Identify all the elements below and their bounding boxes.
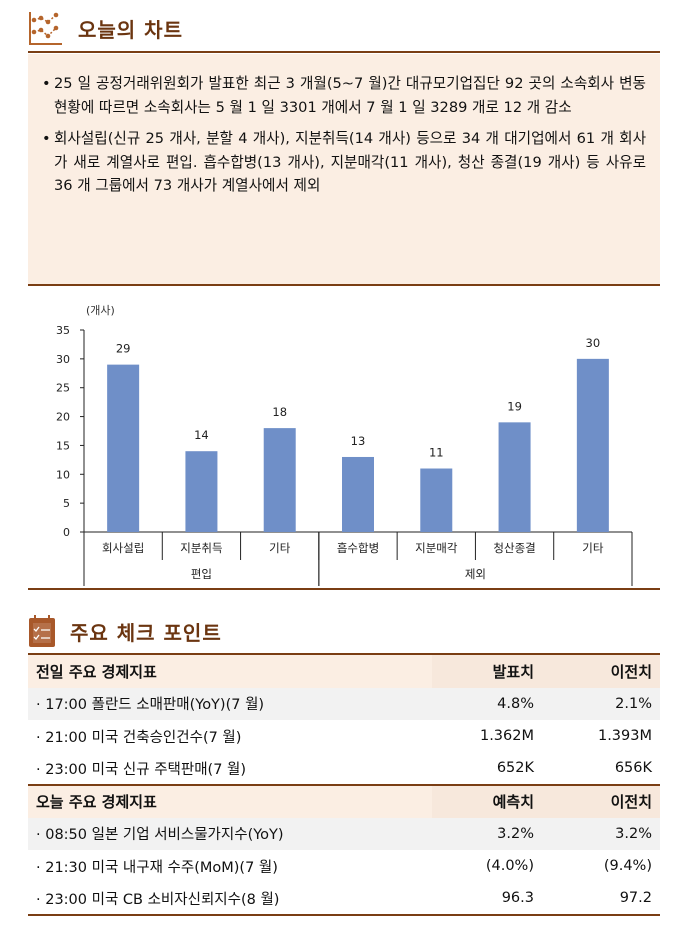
divider [28, 51, 660, 53]
x-tick-label: 기타 [582, 541, 604, 555]
bar [185, 451, 218, 532]
table-row: · 23:00 미국 신규 주택판매(7 월) 652K 656K [36, 760, 652, 778]
y-tick-label: 0 [63, 526, 70, 539]
checklist-icon [29, 615, 55, 647]
table-header: 전일 주요 경제지표 발표치 이전치 [28, 655, 660, 688]
table-row: · 21:30 미국 내구재 수주(MoM)(7 월) (4.0%) (9.4%) [36, 858, 652, 876]
bullet-text: 회사설립(신규 25 개사, 분할 4 개사), 지분취득(14 개사) 등으로… [54, 130, 646, 194]
data-label: 14 [194, 428, 209, 442]
table-row: · 08:50 일본 기업 서비스물가지수(YoY) 3.2% 3.2% [28, 817, 660, 850]
bullet-item: • 회사설립(신규 25 개사, 분할 4 개사), 지분취득(14 개사) 등으… [42, 127, 646, 198]
bar [576, 358, 609, 532]
bullet-text: 25 일 공정거래위원회가 발표한 최근 3 개월(5~7 월)간 대규모기업집… [54, 75, 646, 116]
table-row: · 17:00 폴란드 소매판매(YoY)(7 월) 4.8% 2.1% [28, 687, 660, 720]
y-tick-label: 30 [56, 353, 70, 366]
x-tick-label: 청산종결 [493, 541, 535, 555]
y-tick-label: 35 [56, 324, 70, 337]
summary-box: • 25 일 공정거래위원회가 발표한 최근 3 개월(5~7 월)간 대규모기업… [28, 54, 660, 286]
x-tick-label: 지분취득 [180, 541, 222, 555]
bar [263, 428, 296, 532]
data-label: 19 [507, 399, 522, 413]
table-header: 오늘 주요 경제지표 예측치 이전치 [28, 784, 660, 818]
indicator-table: 전일 주요 경제지표 발표치 이전치 · 17:00 폴란드 소매판매(YoY)… [28, 655, 660, 916]
bar [342, 456, 374, 532]
section-header-todays-chart: 오늘의 차트 [28, 10, 183, 46]
table-row: · 21:00 미국 건축승인건수(7 월) 1.362M 1.393M [36, 728, 652, 746]
chart-svg: (개사) 0 5 10 15 20 25 30 35 29 회사설립 14 지분취득 18 기타 13 흡수합병… [56, 304, 633, 586]
bar [498, 422, 531, 532]
x-tick-label: 기타 [269, 541, 291, 555]
bar [420, 468, 453, 532]
section-header-check-points: 주요 체크 포인트 [28, 614, 222, 648]
data-label: 18 [272, 405, 287, 419]
y-axis-unit: (개사) [86, 304, 115, 317]
data-label: 11 [429, 446, 444, 460]
table-row: · 23:00 미국 CB 소비자신뢰지수(8 월) 96.3 97.2 [36, 890, 652, 908]
x-tick-label: 회사설립 [102, 541, 144, 555]
data-label: 30 [586, 336, 601, 350]
line-chart-icon [29, 12, 62, 45]
section-title: 오늘의 차트 [78, 17, 183, 42]
section-title: 주요 체크 포인트 [70, 620, 222, 645]
y-tick-label: 5 [63, 497, 70, 510]
x-tick-label: 지분매각 [415, 541, 458, 555]
group-label: 편입 [191, 567, 212, 581]
bar-chart: (개사) 0 5 10 15 20 25 30 35 29 회사설립 14 지분취득 18 기타 13 흡수합병… [28, 290, 660, 590]
bar [107, 364, 140, 532]
y-tick-label: 10 [56, 468, 70, 481]
y-tick-label: 15 [56, 439, 70, 452]
data-label: 13 [351, 434, 366, 448]
bullet-item: • 25 일 공정거래위원회가 발표한 최근 3 개월(5~7 월)간 대규모기업… [42, 72, 646, 119]
y-tick-label: 25 [56, 382, 70, 395]
y-tick-label: 20 [56, 411, 70, 424]
divider [28, 653, 660, 655]
data-label: 29 [116, 342, 131, 356]
group-label: 제외 [465, 567, 486, 581]
x-tick-label: 흡수합병 [337, 541, 379, 555]
